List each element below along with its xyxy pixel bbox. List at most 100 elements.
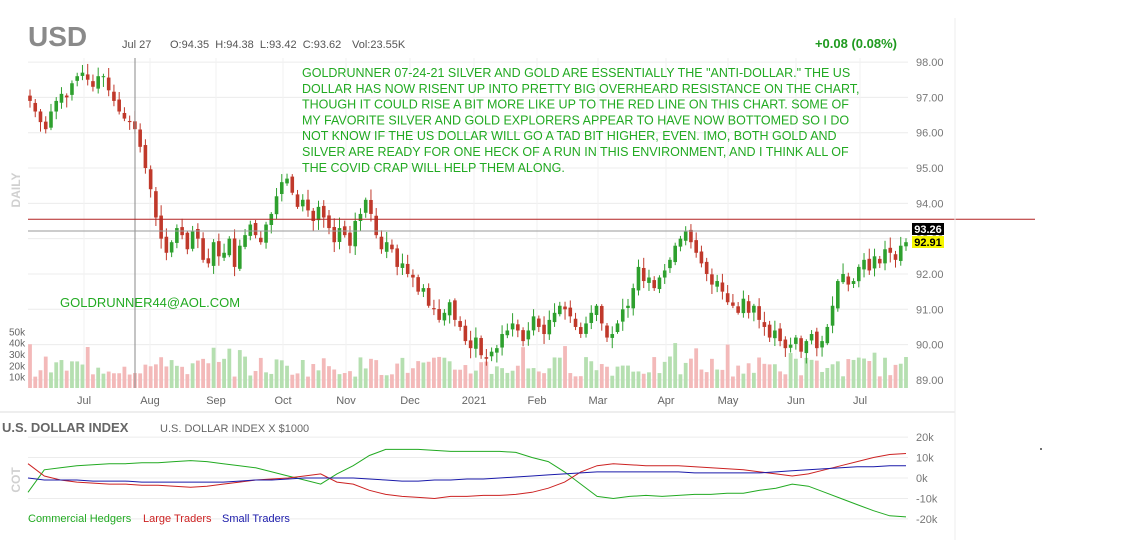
candle-body (49, 111, 53, 128)
volume-bar (689, 358, 693, 388)
volume-bar (772, 364, 777, 388)
annotation-line: SILVER ARE READY FOR ONE HECK OF A RUN I… (302, 145, 849, 159)
volume-bar (369, 358, 373, 388)
candle-body (143, 145, 148, 169)
candle-body (447, 302, 452, 316)
candle-body (437, 309, 441, 320)
volume-bar (751, 372, 756, 388)
price-badge-lower-text: 92.91 (914, 237, 942, 249)
candle-body (683, 231, 688, 241)
candle-body (741, 298, 746, 314)
candle-body (725, 293, 730, 303)
candle-body (516, 324, 520, 331)
time-tick-label: May (718, 395, 739, 407)
volume-bar (599, 364, 604, 388)
volume-bar (274, 359, 279, 388)
volume-bar (269, 373, 274, 388)
ohlc-readout: O:94.35 H:94.38 L:93.42 C:93.62 (170, 39, 341, 51)
volume-bar (631, 371, 636, 388)
candle-body (794, 337, 798, 344)
volume-bar (568, 373, 573, 388)
volume-bar (138, 373, 143, 388)
candle-body (731, 302, 735, 306)
volume-bar (809, 359, 814, 388)
cot-tick-label: 0k (916, 473, 928, 485)
candle-body (752, 305, 756, 313)
candle-body (746, 301, 751, 313)
volume-bar (715, 369, 720, 388)
candle-body (699, 251, 704, 264)
candle-body (788, 344, 793, 348)
annotation-line: MY FAVORITE SILVER AND GOLD EXPLORERS AP… (302, 113, 849, 127)
volume-bar (720, 369, 725, 388)
volume-bar (201, 358, 206, 388)
candle-body (332, 226, 337, 243)
candle-body (820, 341, 824, 348)
candle-body (248, 224, 253, 236)
candle-body (815, 331, 819, 349)
candle-body (54, 100, 59, 112)
volume-bar (793, 358, 798, 388)
candle-body (836, 281, 840, 309)
volume-bar (883, 357, 887, 388)
candle-body (75, 76, 80, 81)
volume-bar (185, 374, 190, 388)
candle-body (888, 247, 893, 253)
candle-body (91, 81, 95, 87)
price-badge-lower: 92.91 (912, 236, 944, 249)
annotation-text: GOLDRUNNER 07-24-21 SILVER AND GOLD ARE … (302, 66, 860, 175)
volume-bars (28, 343, 908, 388)
candle-body (238, 245, 242, 269)
volume-bar (494, 366, 499, 388)
candle-body (537, 318, 541, 327)
candle-body (620, 309, 625, 322)
candle-body (395, 248, 399, 267)
annotation-line: DOLLAR HAS NOW RISENT UP INTO PRETTY BIG… (302, 82, 860, 96)
candle-body (358, 213, 363, 221)
candle-body (626, 305, 630, 308)
candle-body (841, 273, 845, 283)
candle-body (594, 305, 599, 315)
candle-body (547, 319, 552, 335)
volume-bar (379, 374, 384, 388)
candle-body (489, 351, 494, 357)
legend-commercial-hedgers: Commercial Hedgers (28, 513, 132, 525)
candle-body (647, 277, 651, 283)
candle-body (253, 222, 258, 236)
candle-body (615, 323, 620, 333)
cot-panel-title: U.S. DOLLAR INDEX (2, 420, 129, 435)
volume-bar (584, 357, 588, 388)
candle-body (379, 236, 384, 250)
candle-body (453, 300, 457, 320)
price-tick-label: 95.00 (916, 163, 944, 175)
volume-bar (164, 366, 169, 388)
candle-body (405, 263, 410, 274)
cot-axis: 20k 10k 0k -10k -20k (916, 432, 938, 526)
volume-bar (416, 361, 421, 388)
candle-body (856, 266, 861, 282)
volume-bar (683, 362, 688, 388)
candle-body (521, 330, 525, 342)
volume-bar (736, 365, 741, 388)
candle-body (762, 322, 767, 327)
volume-bar (279, 360, 284, 388)
candle-body (657, 277, 662, 290)
candle-body (689, 229, 693, 243)
volume-bar (904, 357, 908, 388)
candlesticks (28, 63, 908, 366)
candle-body (117, 99, 121, 112)
time-tick-label: Feb (528, 395, 547, 407)
candle-body (715, 281, 719, 287)
candle-body (641, 267, 646, 282)
volume-bar (143, 364, 148, 388)
volume-bar (253, 370, 258, 388)
volume-bar (384, 375, 389, 388)
time-tick-label: Aug (140, 395, 160, 407)
candle-body (862, 259, 866, 270)
candle-body (112, 91, 116, 101)
volume-bar (195, 360, 200, 388)
volume-bar (898, 363, 903, 388)
volume-bar (400, 357, 405, 388)
volume-bar (846, 359, 851, 388)
candle-body (432, 308, 436, 310)
